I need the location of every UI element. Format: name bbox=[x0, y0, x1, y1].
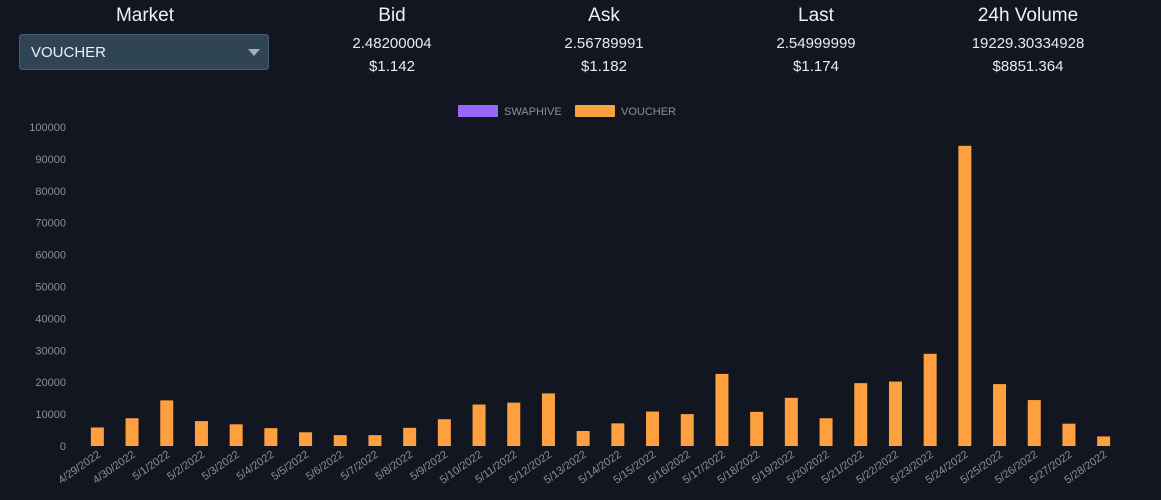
bid-value: 2.48200004 bbox=[352, 35, 432, 52]
bar-voucher bbox=[993, 384, 1007, 446]
market-select-value: VOUCHER bbox=[31, 44, 107, 61]
bar-voucher bbox=[125, 418, 139, 446]
bar-voucher bbox=[160, 400, 174, 446]
volume-title: 24h Volume bbox=[977, 5, 1079, 26]
x-tick-label: 5/1/2022 bbox=[131, 449, 173, 483]
x-tick-label: 5/8/2022 bbox=[373, 449, 415, 483]
x-tick-label: 5/7/2022 bbox=[339, 449, 381, 483]
market-title: Market bbox=[115, 5, 175, 26]
chevron-down-icon bbox=[248, 49, 260, 56]
legend-label-voucher: VOUCHER bbox=[621, 106, 676, 118]
bar-voucher bbox=[1062, 423, 1076, 446]
x-tick-label: 5/6/2022 bbox=[304, 449, 346, 483]
bar-voucher bbox=[958, 145, 972, 447]
last-usd: $1.174 bbox=[793, 58, 839, 75]
y-tick-label: 90000 bbox=[35, 154, 66, 166]
y-tick-label: 70000 bbox=[35, 218, 66, 230]
y-tick-label: 60000 bbox=[35, 250, 66, 262]
y-tick-label: 80000 bbox=[35, 186, 66, 198]
bar-voucher bbox=[854, 383, 868, 446]
bar-voucher bbox=[819, 418, 833, 446]
bar-voucher bbox=[715, 373, 729, 446]
last-column: Last 2.54999999 $1.174 bbox=[716, 0, 916, 78]
ask-value: 2.56789991 bbox=[564, 35, 644, 52]
bar-voucher bbox=[333, 435, 347, 446]
bar-voucher bbox=[646, 411, 660, 446]
legend-swatch-voucher bbox=[575, 105, 615, 117]
last-title: Last bbox=[798, 5, 834, 26]
x-tick-label: 5/4/2022 bbox=[235, 449, 277, 483]
volume-usd: $8851.364 bbox=[992, 58, 1064, 75]
bar-voucher bbox=[299, 432, 313, 446]
y-tick-label: 100000 bbox=[29, 122, 66, 134]
bid-title: Bid bbox=[378, 5, 406, 26]
x-tick-label: 5/3/2022 bbox=[200, 449, 242, 483]
y-tick-label: 0 bbox=[60, 441, 66, 453]
y-tick-label: 40000 bbox=[35, 313, 66, 325]
y-tick-label: 20000 bbox=[35, 377, 66, 389]
legend-label-swaphive: SWAPHIVE bbox=[504, 106, 562, 118]
bar-voucher bbox=[437, 419, 451, 446]
bid-column: Bid 2.48200004 $1.142 bbox=[292, 0, 492, 78]
y-tick-label: 10000 bbox=[35, 409, 66, 421]
bar-voucher bbox=[611, 423, 625, 446]
bar-voucher bbox=[576, 431, 590, 446]
ask-title: Ask bbox=[588, 5, 620, 26]
bar-voucher bbox=[90, 427, 104, 446]
volume-column: 24h Volume 19229.30334928 $8851.364 bbox=[928, 0, 1128, 78]
y-tick-label: 30000 bbox=[35, 345, 66, 357]
volume-bar-chart: 0 10000 20000 30000 40000 50000 60000 70000 8000… bbox=[29, 105, 1111, 487]
bar-voucher bbox=[923, 353, 937, 446]
bar-voucher bbox=[507, 402, 521, 446]
legend-swatch-swaphive bbox=[458, 105, 498, 117]
bar-voucher bbox=[229, 424, 243, 446]
x-tick-label: 5/2/2022 bbox=[165, 449, 207, 483]
bar-voucher bbox=[472, 404, 486, 446]
bar-voucher bbox=[1027, 400, 1041, 446]
bar-voucher bbox=[194, 421, 208, 446]
ask-usd: $1.182 bbox=[581, 58, 627, 75]
bar-voucher bbox=[680, 414, 694, 446]
bid-usd: $1.142 bbox=[369, 58, 415, 75]
y-tick-label: 50000 bbox=[35, 282, 66, 294]
bar-voucher bbox=[1097, 436, 1111, 446]
market-select[interactable]: VOUCHER bbox=[19, 34, 269, 70]
bar-voucher bbox=[403, 427, 417, 446]
market-header: Market VOUCHER Bid 2.48200004 $1.142 Ask… bbox=[0, 0, 1161, 95]
bar-voucher bbox=[784, 397, 798, 446]
bar-voucher bbox=[264, 428, 278, 446]
bar-voucher bbox=[368, 435, 382, 446]
volume-value: 19229.30334928 bbox=[971, 35, 1085, 52]
last-value: 2.54999999 bbox=[776, 35, 856, 52]
bar-voucher bbox=[888, 381, 902, 446]
bar-voucher bbox=[750, 411, 764, 446]
market-column: Market bbox=[19, 0, 271, 32]
ask-column: Ask 2.56789991 $1.182 bbox=[504, 0, 704, 78]
x-tick-label: 5/5/2022 bbox=[269, 449, 311, 483]
bar-voucher bbox=[541, 393, 555, 446]
